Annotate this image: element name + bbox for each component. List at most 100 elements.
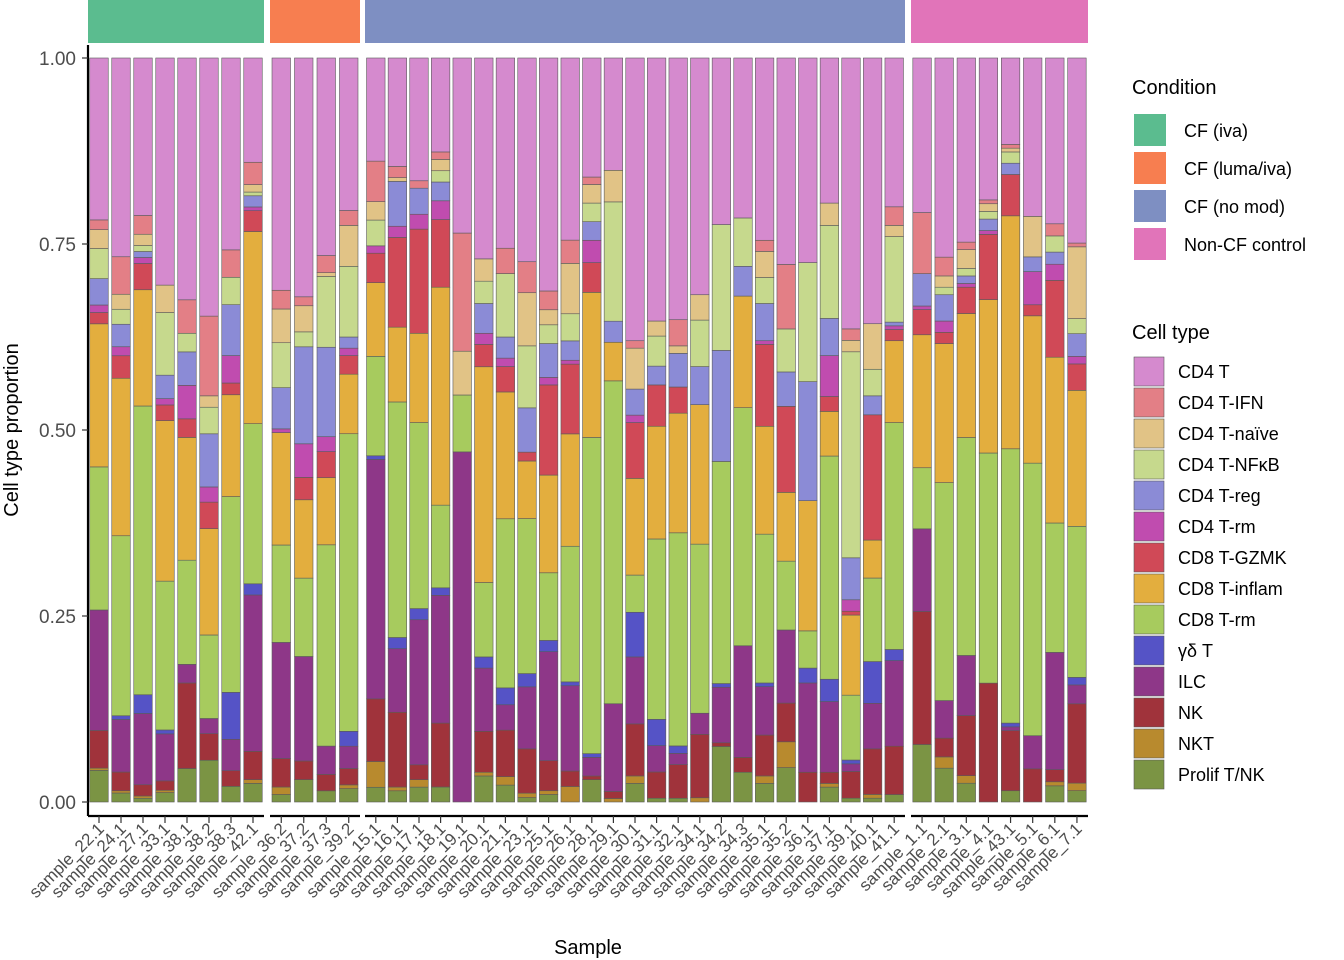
- bar-segment: [133, 215, 153, 235]
- bar-segment: [155, 312, 175, 376]
- bar-segment: [177, 437, 197, 561]
- bar-segment: [199, 759, 219, 803]
- bar-segment: [1067, 242, 1087, 248]
- bar-segment: [776, 741, 796, 768]
- bar-segment: [647, 745, 667, 773]
- bar-segment: [884, 225, 904, 237]
- bar-segment: [199, 395, 219, 408]
- bar-segment: [668, 753, 688, 765]
- bar-segment: [243, 191, 263, 197]
- bar-segment: [387, 177, 407, 182]
- bar-segment: [1067, 782, 1087, 791]
- bar-segment: [111, 719, 131, 773]
- bar-segment: [1045, 785, 1065, 803]
- bar-segment: [89, 312, 109, 325]
- bar-stack: [668, 57, 688, 803]
- bar-segment: [912, 611, 932, 745]
- bar-stack: [271, 57, 291, 803]
- condition-legend-key: [1134, 190, 1166, 222]
- bar-segment: [431, 181, 451, 202]
- bar-segment: [431, 722, 451, 788]
- bar-stack: [603, 57, 623, 803]
- celltype-legend-label: CD8 T-GZMK: [1178, 548, 1287, 568]
- bar-stack: [133, 57, 153, 803]
- bar-segment: [199, 718, 219, 734]
- bar-stack: [155, 57, 175, 803]
- bar-segment: [668, 745, 688, 754]
- bar-segment: [474, 366, 494, 583]
- bar-stack: [431, 57, 451, 803]
- bar-segment: [316, 790, 336, 803]
- bar-segment: [243, 751, 263, 780]
- bar-segment: [387, 790, 407, 803]
- bar-stack: [517, 57, 537, 803]
- bar-segment: [798, 667, 818, 684]
- celltype-legend-key: [1133, 635, 1165, 666]
- bar-segment: [452, 350, 472, 396]
- bar-segment: [155, 404, 175, 421]
- bar-segment: [776, 328, 796, 373]
- bar-segment: [539, 324, 559, 344]
- condition-legend-label: CF (luma/iva): [1184, 159, 1292, 179]
- bar-segment: [431, 57, 451, 153]
- bar-segment: [798, 262, 818, 382]
- bar-segment: [711, 57, 731, 225]
- bar-segment: [934, 756, 954, 769]
- bar-segment: [582, 184, 602, 204]
- bar-segment: [111, 771, 131, 792]
- bar-segment: [271, 758, 291, 788]
- bar-segment: [647, 57, 667, 322]
- bar-segment: [271, 387, 291, 430]
- bar-segment: [1067, 356, 1087, 365]
- bar-segment: [1067, 526, 1087, 678]
- facet-strip: [911, 0, 1088, 43]
- bar-segment: [934, 482, 954, 701]
- bar-segment: [978, 452, 998, 684]
- bar-segment: [956, 775, 976, 784]
- bar-segment: [111, 355, 131, 379]
- bar-segment: [668, 345, 688, 354]
- bar-segment: [1001, 174, 1021, 217]
- bar-segment: [603, 703, 623, 792]
- bar-segment: [133, 263, 153, 291]
- bar-segment: [199, 315, 219, 397]
- bar-segment: [366, 201, 386, 221]
- bar-segment: [294, 57, 314, 298]
- bar-segment: [1023, 216, 1043, 258]
- bar-stack: [934, 57, 954, 803]
- bar-segment: [912, 309, 932, 336]
- bar-segment: [495, 57, 515, 249]
- bar-segment: [956, 655, 976, 716]
- bar-segment: [339, 336, 359, 349]
- bar-segment: [387, 166, 407, 178]
- celltype-legend-label: NK: [1178, 703, 1203, 723]
- bar-segment: [111, 256, 131, 295]
- celltype-legend-key: [1133, 480, 1165, 511]
- bar-segment: [111, 535, 131, 717]
- bar-segment: [517, 748, 537, 794]
- bar-segment: [603, 791, 623, 799]
- bar-segment: [582, 757, 602, 777]
- bar-segment: [625, 388, 645, 416]
- bar-segment: [956, 437, 976, 656]
- bar-segment: [1001, 147, 1021, 153]
- bar-segment: [339, 210, 359, 226]
- bar-segment: [133, 694, 153, 714]
- bar-segment: [316, 276, 336, 348]
- bar-segment: [733, 407, 753, 647]
- bar-segment: [409, 786, 429, 803]
- bar-segment: [690, 294, 710, 321]
- bar-segment: [560, 433, 580, 547]
- bar-segment: [199, 486, 219, 503]
- bar-segment: [387, 401, 407, 638]
- bar-segment: [934, 737, 954, 758]
- bar-segment: [111, 323, 131, 348]
- bar-segment: [474, 731, 494, 773]
- bar-segment: [603, 170, 623, 203]
- bar-segment: [1067, 684, 1087, 705]
- bar-segment: [387, 648, 407, 713]
- bar-segment: [819, 396, 839, 412]
- bar-segment: [366, 459, 386, 700]
- bar-segment: [978, 211, 998, 220]
- bar-segment: [221, 770, 241, 787]
